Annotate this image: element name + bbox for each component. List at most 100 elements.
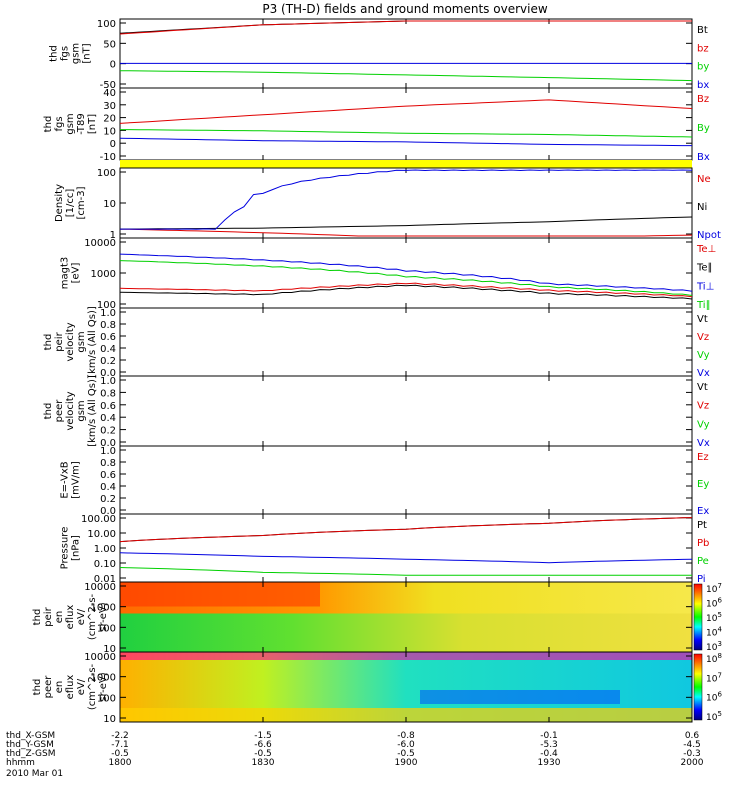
y-axis-label-line: magt3 xyxy=(60,257,71,290)
y-tick-label: 100 xyxy=(97,168,116,179)
y-tick-label: 10 xyxy=(103,644,116,655)
y-axis-label-line: thd xyxy=(43,116,54,133)
y-tick-label: 10 xyxy=(103,199,116,210)
ephem-value: -7.1 xyxy=(111,740,129,750)
series-Ne xyxy=(119,228,693,237)
ephem-value: -5.3 xyxy=(540,740,558,750)
panel-frame xyxy=(119,18,693,89)
y-tick-label: 100 xyxy=(97,693,116,704)
y-tick-label: 100 xyxy=(97,623,116,634)
ephem-label: hhmm xyxy=(6,758,35,768)
y-axis-label-line: thd xyxy=(32,679,43,696)
colorbar-label: 106 xyxy=(706,597,722,610)
ephem-value: 1830 xyxy=(252,758,275,768)
colorbar xyxy=(693,583,703,651)
y-axis-label-line: [cm-3] xyxy=(76,186,87,219)
ephem-value: 1800 xyxy=(109,758,132,768)
y-axis-label-line: (cm^2-s- xyxy=(87,663,98,710)
y-tick-label: 30 xyxy=(103,101,116,112)
panel-frame xyxy=(119,307,693,377)
y-axis-label-line: [mV/m] xyxy=(71,461,82,499)
y-tick-label: 100 xyxy=(97,19,116,30)
y-axis-label-line: gsm xyxy=(76,400,87,421)
legend-Ne: Ne xyxy=(697,174,711,185)
ephem-label: thd_X-GSM xyxy=(6,731,55,741)
y-axis-label-line: fgs xyxy=(54,116,65,131)
legend-Ni: Ni xyxy=(697,202,707,213)
y-tick-label: 10 xyxy=(103,714,116,725)
series-Bx xyxy=(119,137,692,147)
y-tick-label: 1000 xyxy=(91,603,116,614)
y-tick-label: -10 xyxy=(100,152,116,163)
y-axis-label: magt3 [eV] xyxy=(60,257,82,290)
series-Npot xyxy=(120,169,693,230)
panel-frame xyxy=(119,237,693,309)
y-axis-label: Density [1/cc] [cm-3] xyxy=(54,184,87,222)
legend-Te∥: Te∥ xyxy=(696,263,713,274)
ephem-label: thd_Y-GSM xyxy=(6,740,54,750)
legend-Pi: Pi xyxy=(697,574,706,585)
ephem-value: 1930 xyxy=(538,758,561,768)
y-axis-label-line: E=-VxB xyxy=(60,461,71,498)
ephem-value: -0.5 xyxy=(397,749,415,759)
y-axis-label-line: Density xyxy=(54,184,65,222)
y-axis-label-line: peir xyxy=(43,606,54,626)
y-axis-label-line: [nPa] xyxy=(71,535,82,561)
y-axis-label-line: -T89 xyxy=(76,113,87,135)
y-axis-label-line: thd xyxy=(49,45,60,62)
colorbar-label: 105 xyxy=(706,611,722,624)
y-tick-label: 10.00 xyxy=(87,529,116,540)
y-axis-label-line: thd xyxy=(43,403,54,420)
series-Te∥ xyxy=(119,284,693,300)
y-axis-label-line: eV/ xyxy=(76,678,87,695)
y-tick-label: 0.8 xyxy=(100,458,116,469)
legend-Vx: Vx xyxy=(697,438,710,449)
y-axis-label-line: velocity xyxy=(65,391,76,430)
y-tick-label: 1000 xyxy=(91,673,116,684)
legend-Ez: Ez xyxy=(697,452,709,463)
panel-frame xyxy=(119,375,693,447)
legend-Npot: Npot xyxy=(697,230,721,241)
legend-Vy: Vy xyxy=(697,350,710,361)
y-axis-label: thd peir velocity gsm [km/s (All Qs)] xyxy=(43,306,98,378)
y-axis-label: thd peer velocity gsm [km/s (All Qs)] xyxy=(43,375,98,447)
y-axis-label: thd fgs gsm -T89 [nT] xyxy=(43,113,98,135)
spectrogram-peak xyxy=(120,582,320,607)
status-bar xyxy=(120,160,692,168)
legend-Pt: Pt xyxy=(697,520,707,531)
series-bz xyxy=(119,20,692,35)
y-axis-label: thd fgs gsm [nT] xyxy=(49,43,93,64)
y-tick-label: 0.10 xyxy=(94,559,116,570)
y-axis-label-line: gsm xyxy=(76,331,87,352)
y-tick-label: 0 xyxy=(110,60,116,71)
legend-by: by xyxy=(697,62,709,73)
legend-Pb: Pb xyxy=(697,538,709,549)
y-axis-label-line: peer xyxy=(54,399,65,423)
y-tick-label: 0.8 xyxy=(100,320,116,331)
y-axis-label-line: velocity xyxy=(65,322,76,361)
y-tick-label: 1.0 xyxy=(100,308,116,319)
y-axis-label-line: [nT] xyxy=(87,114,98,134)
ephem-value: -0.4 xyxy=(540,749,558,759)
y-tick-label: 0.2 xyxy=(100,426,116,437)
y-tick-label: 0 xyxy=(110,139,116,150)
y-axis-label-line: thd xyxy=(43,334,54,351)
legend-Bz: Bz xyxy=(697,94,709,105)
y-axis-label: E=-VxB [mV/m] xyxy=(60,461,82,499)
y-tick-label: 0.6 xyxy=(100,332,116,343)
y-axis-label-line: en xyxy=(54,611,65,624)
y-axis-label-line: [1/cc] xyxy=(65,189,76,218)
y-axis-label-line: peir xyxy=(54,331,65,351)
legend-Te⊥: Te⊥ xyxy=(696,244,716,255)
y-tick-label: 0.2 xyxy=(100,494,116,505)
legend-bz: bz xyxy=(697,43,709,54)
series-Ti⊥ xyxy=(119,253,693,292)
y-tick-label: 100 xyxy=(97,300,116,311)
y-axis-label-line: sr-eV) xyxy=(98,672,109,701)
y-axis-label-line: gsm xyxy=(71,43,82,64)
panel-frame xyxy=(119,167,693,239)
legend-Vt: Vt xyxy=(697,382,708,393)
y-tick-label: 10 xyxy=(103,126,116,137)
y-axis-label: thd peir en eflux eV/(cm^2-s-sr-eV) xyxy=(32,593,109,640)
y-tick-label: 1.00 xyxy=(94,544,116,555)
